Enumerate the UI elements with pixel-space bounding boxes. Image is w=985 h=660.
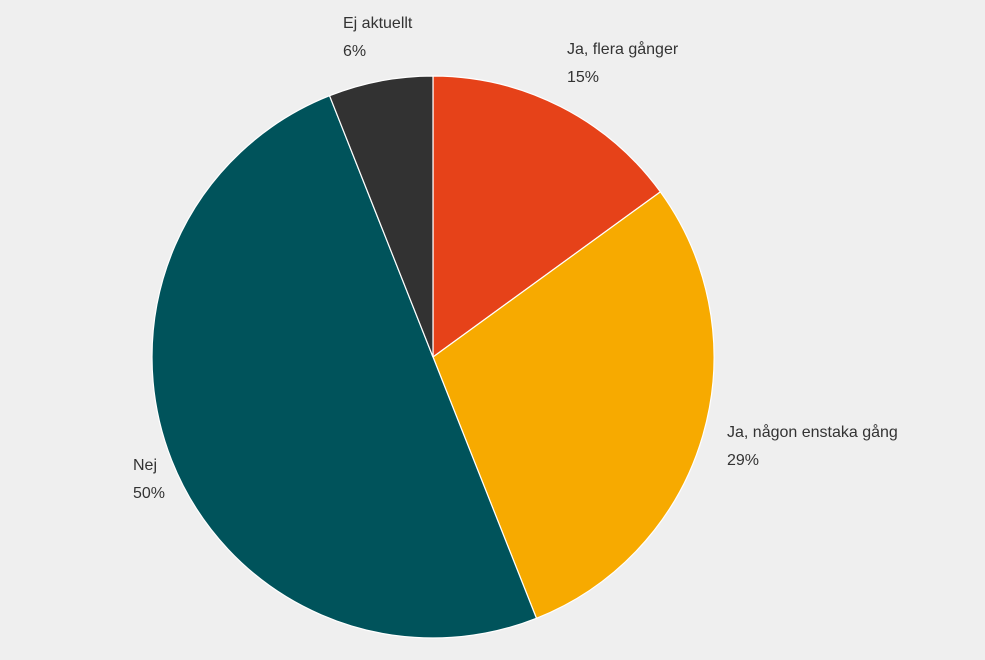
pie-slice <box>432 190 715 620</box>
pie-slice <box>432 75 662 359</box>
slice-value-label: 6% <box>343 43 366 60</box>
slice-value-label: 50% <box>133 485 165 502</box>
pie-slice <box>328 75 434 358</box>
slice-label: Ja, flera gånger <box>567 40 679 58</box>
slice-value-label: 29% <box>727 452 759 469</box>
slice-label: Ja, någon enstaka gång <box>727 423 898 441</box>
pie-slice <box>151 94 538 639</box>
slice-label: Ej aktuellt <box>343 15 413 32</box>
slice-value-label: 15% <box>567 69 599 86</box>
slice-label: Nej <box>133 457 157 474</box>
